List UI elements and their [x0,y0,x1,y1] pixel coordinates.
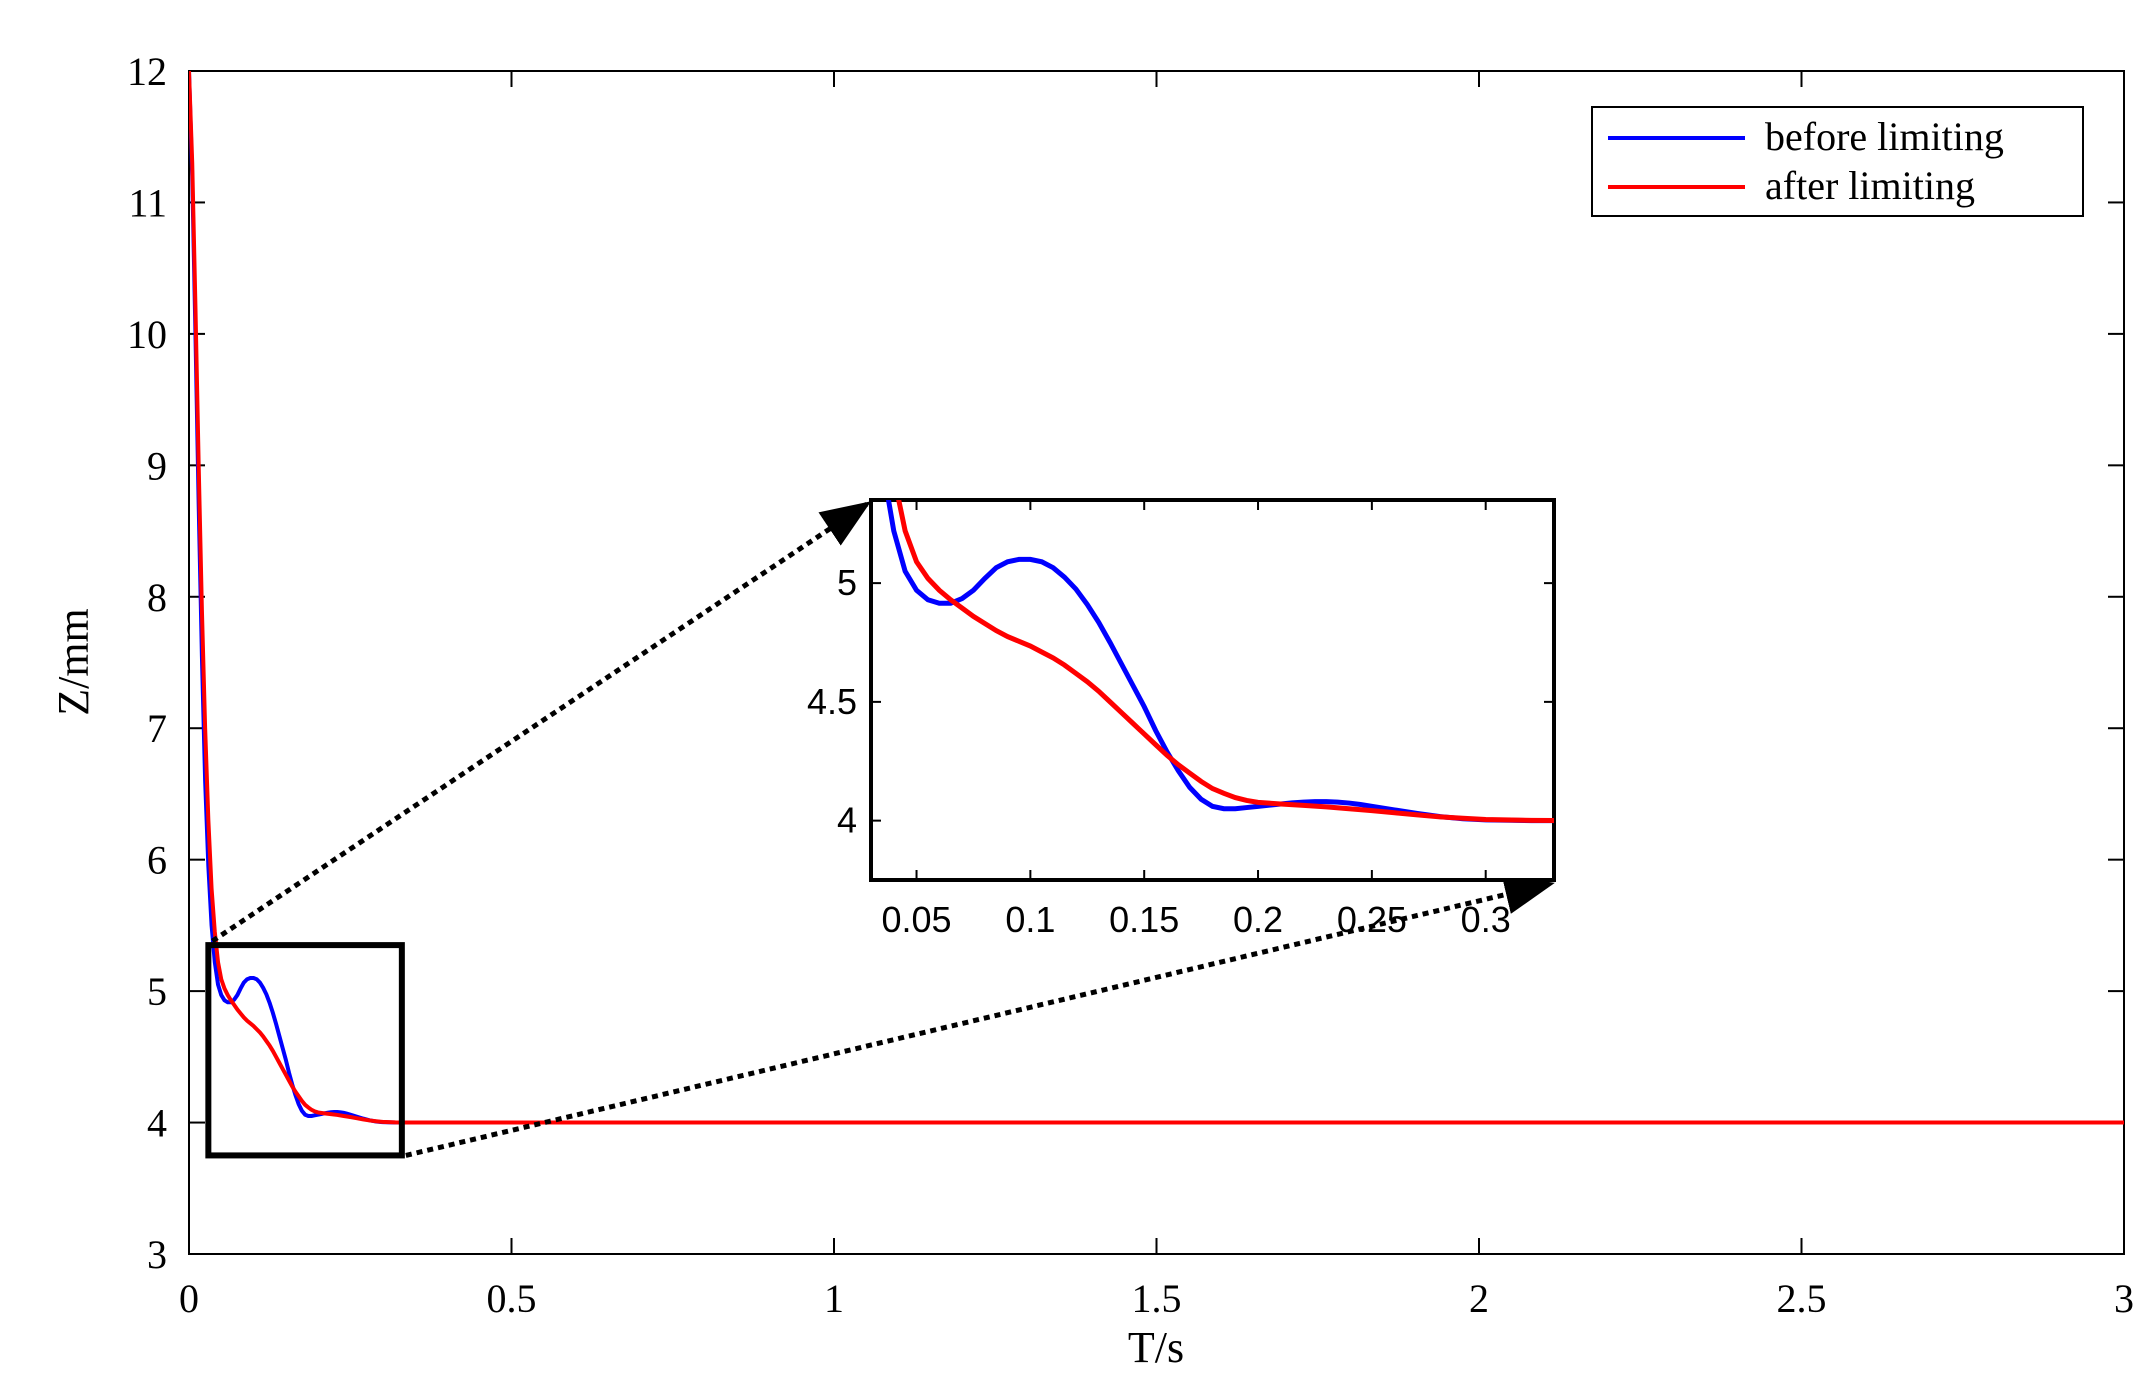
inset-x-tick-label: 0.3 [1461,899,1511,940]
inset-y-tick-label: 4 [837,800,857,841]
y-tick-label: 9 [147,443,167,488]
y-tick-label: 3 [147,1232,167,1277]
zoom-region-box [205,942,405,1159]
y-tick-label: 11 [128,180,167,225]
x-tick-label: 2.5 [1777,1276,1827,1321]
series-line-after-limiting [189,71,2124,1125]
x-tick-label: 2 [1469,1276,1489,1321]
x-tick-label: 1 [824,1276,844,1321]
x-tick-label: 1.5 [1132,1276,1182,1321]
inset-y-tick-label: 4.5 [807,681,857,722]
inset-plot-area [869,498,1556,882]
inset-x-tick-labels: 0.05 0.1 0.15 0.2 0.25 0.3 [881,899,1510,940]
y-tick-labels: 3 4 5 6 7 8 9 10 11 12 [127,49,167,1277]
inset-y-tick-label: 5 [837,562,857,603]
zoom-arrow-bottom [405,874,1555,1158]
legend-label-before-limiting: before limiting [1765,114,2004,159]
inset-y-tick-labels: 44.55 [807,562,857,841]
inset-x-tick-label: 0.1 [1005,899,1055,940]
legend-box [1591,106,2084,217]
x-tick-label: 0 [179,1276,199,1321]
y-tick-label: 6 [147,838,167,883]
main-tick-marks [188,70,2125,1255]
inset-x-tick-label: 0.05 [881,899,951,940]
x-tick-labels: 0 0.5 1 1.5 2 2.5 3 [179,1276,2134,1321]
y-tick-label: 10 [127,312,167,357]
x-axis-label: T/s [1128,1323,1184,1372]
x-tick-label: 0.5 [487,1276,537,1321]
y-tick-label: 7 [147,706,167,751]
inset-x-tick-label: 0.2 [1233,899,1283,940]
inset-x-tick-label: 0.15 [1109,899,1179,940]
inset-series-line-after-limiting [896,500,1554,824]
y-tick-label: 12 [127,49,167,94]
y-tick-label: 4 [147,1101,167,1146]
inset-x-tick-label: 0.25 [1337,899,1407,940]
y-tick-label: 8 [147,575,167,620]
inset-series-line-before-limiting [885,500,1554,824]
legend-label-after-limiting: after limiting [1765,163,1975,208]
x-tick-label: 3 [2114,1276,2134,1321]
legend: before limiting after limiting [1591,106,2084,217]
y-tick-label: 5 [147,969,167,1014]
y-axis-label: Z/mm [49,608,98,716]
